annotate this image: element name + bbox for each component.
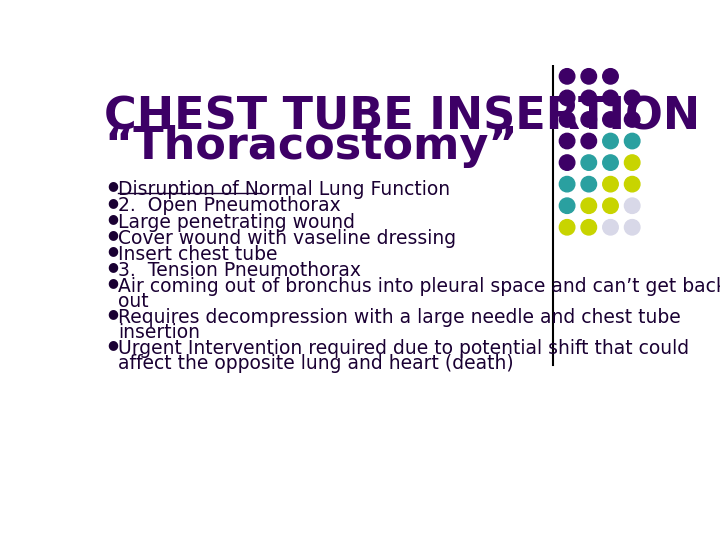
Circle shape — [624, 133, 640, 148]
Circle shape — [603, 90, 618, 106]
Circle shape — [559, 133, 575, 148]
Circle shape — [624, 112, 640, 127]
Circle shape — [581, 220, 597, 235]
Text: ●: ● — [107, 179, 118, 193]
Circle shape — [603, 112, 618, 127]
Circle shape — [581, 155, 597, 170]
Text: Disruption of Normal Lung Function: Disruption of Normal Lung Function — [118, 180, 450, 199]
Circle shape — [603, 220, 618, 235]
Circle shape — [581, 90, 597, 106]
Text: out: out — [118, 292, 148, 311]
Text: ●: ● — [107, 338, 118, 351]
Text: Cover wound with vaseline dressing: Cover wound with vaseline dressing — [118, 229, 456, 248]
Circle shape — [624, 90, 640, 106]
Text: Urgent Intervention required due to potential shift that could: Urgent Intervention required due to pote… — [118, 339, 689, 358]
Text: Air coming out of bronchus into pleural space and can’t get back: Air coming out of bronchus into pleural … — [118, 278, 720, 296]
Text: Large penetrating wound: Large penetrating wound — [118, 213, 355, 232]
Circle shape — [559, 155, 575, 170]
Text: insertion: insertion — [118, 323, 200, 342]
Text: ●: ● — [107, 228, 118, 241]
Text: 2.  Open Pneumothorax: 2. Open Pneumothorax — [118, 197, 341, 215]
Text: Insert chest tube: Insert chest tube — [118, 245, 277, 264]
Circle shape — [581, 177, 597, 192]
Circle shape — [581, 69, 597, 84]
Circle shape — [603, 155, 618, 170]
Text: ●: ● — [107, 195, 118, 208]
Text: affect the opposite lung and heart (death): affect the opposite lung and heart (deat… — [118, 354, 513, 373]
Text: ●: ● — [107, 244, 118, 257]
Text: CHEST TUBE INSERTION: CHEST TUBE INSERTION — [104, 96, 700, 139]
Circle shape — [559, 90, 575, 106]
Circle shape — [581, 198, 597, 213]
Text: “Thoracostomy”: “Thoracostomy” — [104, 125, 518, 168]
Circle shape — [624, 155, 640, 170]
Circle shape — [624, 198, 640, 213]
Circle shape — [559, 112, 575, 127]
Text: ●: ● — [107, 260, 118, 273]
Circle shape — [624, 220, 640, 235]
Text: ●: ● — [107, 307, 118, 320]
Circle shape — [581, 133, 597, 148]
Circle shape — [603, 198, 618, 213]
Circle shape — [559, 177, 575, 192]
Circle shape — [581, 112, 597, 127]
Circle shape — [603, 133, 618, 148]
Text: 3.  Tension Pneumothorax: 3. Tension Pneumothorax — [118, 261, 361, 280]
Circle shape — [559, 220, 575, 235]
Text: ●: ● — [107, 276, 118, 289]
Circle shape — [624, 177, 640, 192]
Text: ●: ● — [107, 212, 118, 225]
Circle shape — [559, 69, 575, 84]
Text: Requires decompression with a large needle and chest tube: Requires decompression with a large need… — [118, 308, 680, 327]
Circle shape — [559, 198, 575, 213]
Circle shape — [603, 177, 618, 192]
Circle shape — [603, 69, 618, 84]
